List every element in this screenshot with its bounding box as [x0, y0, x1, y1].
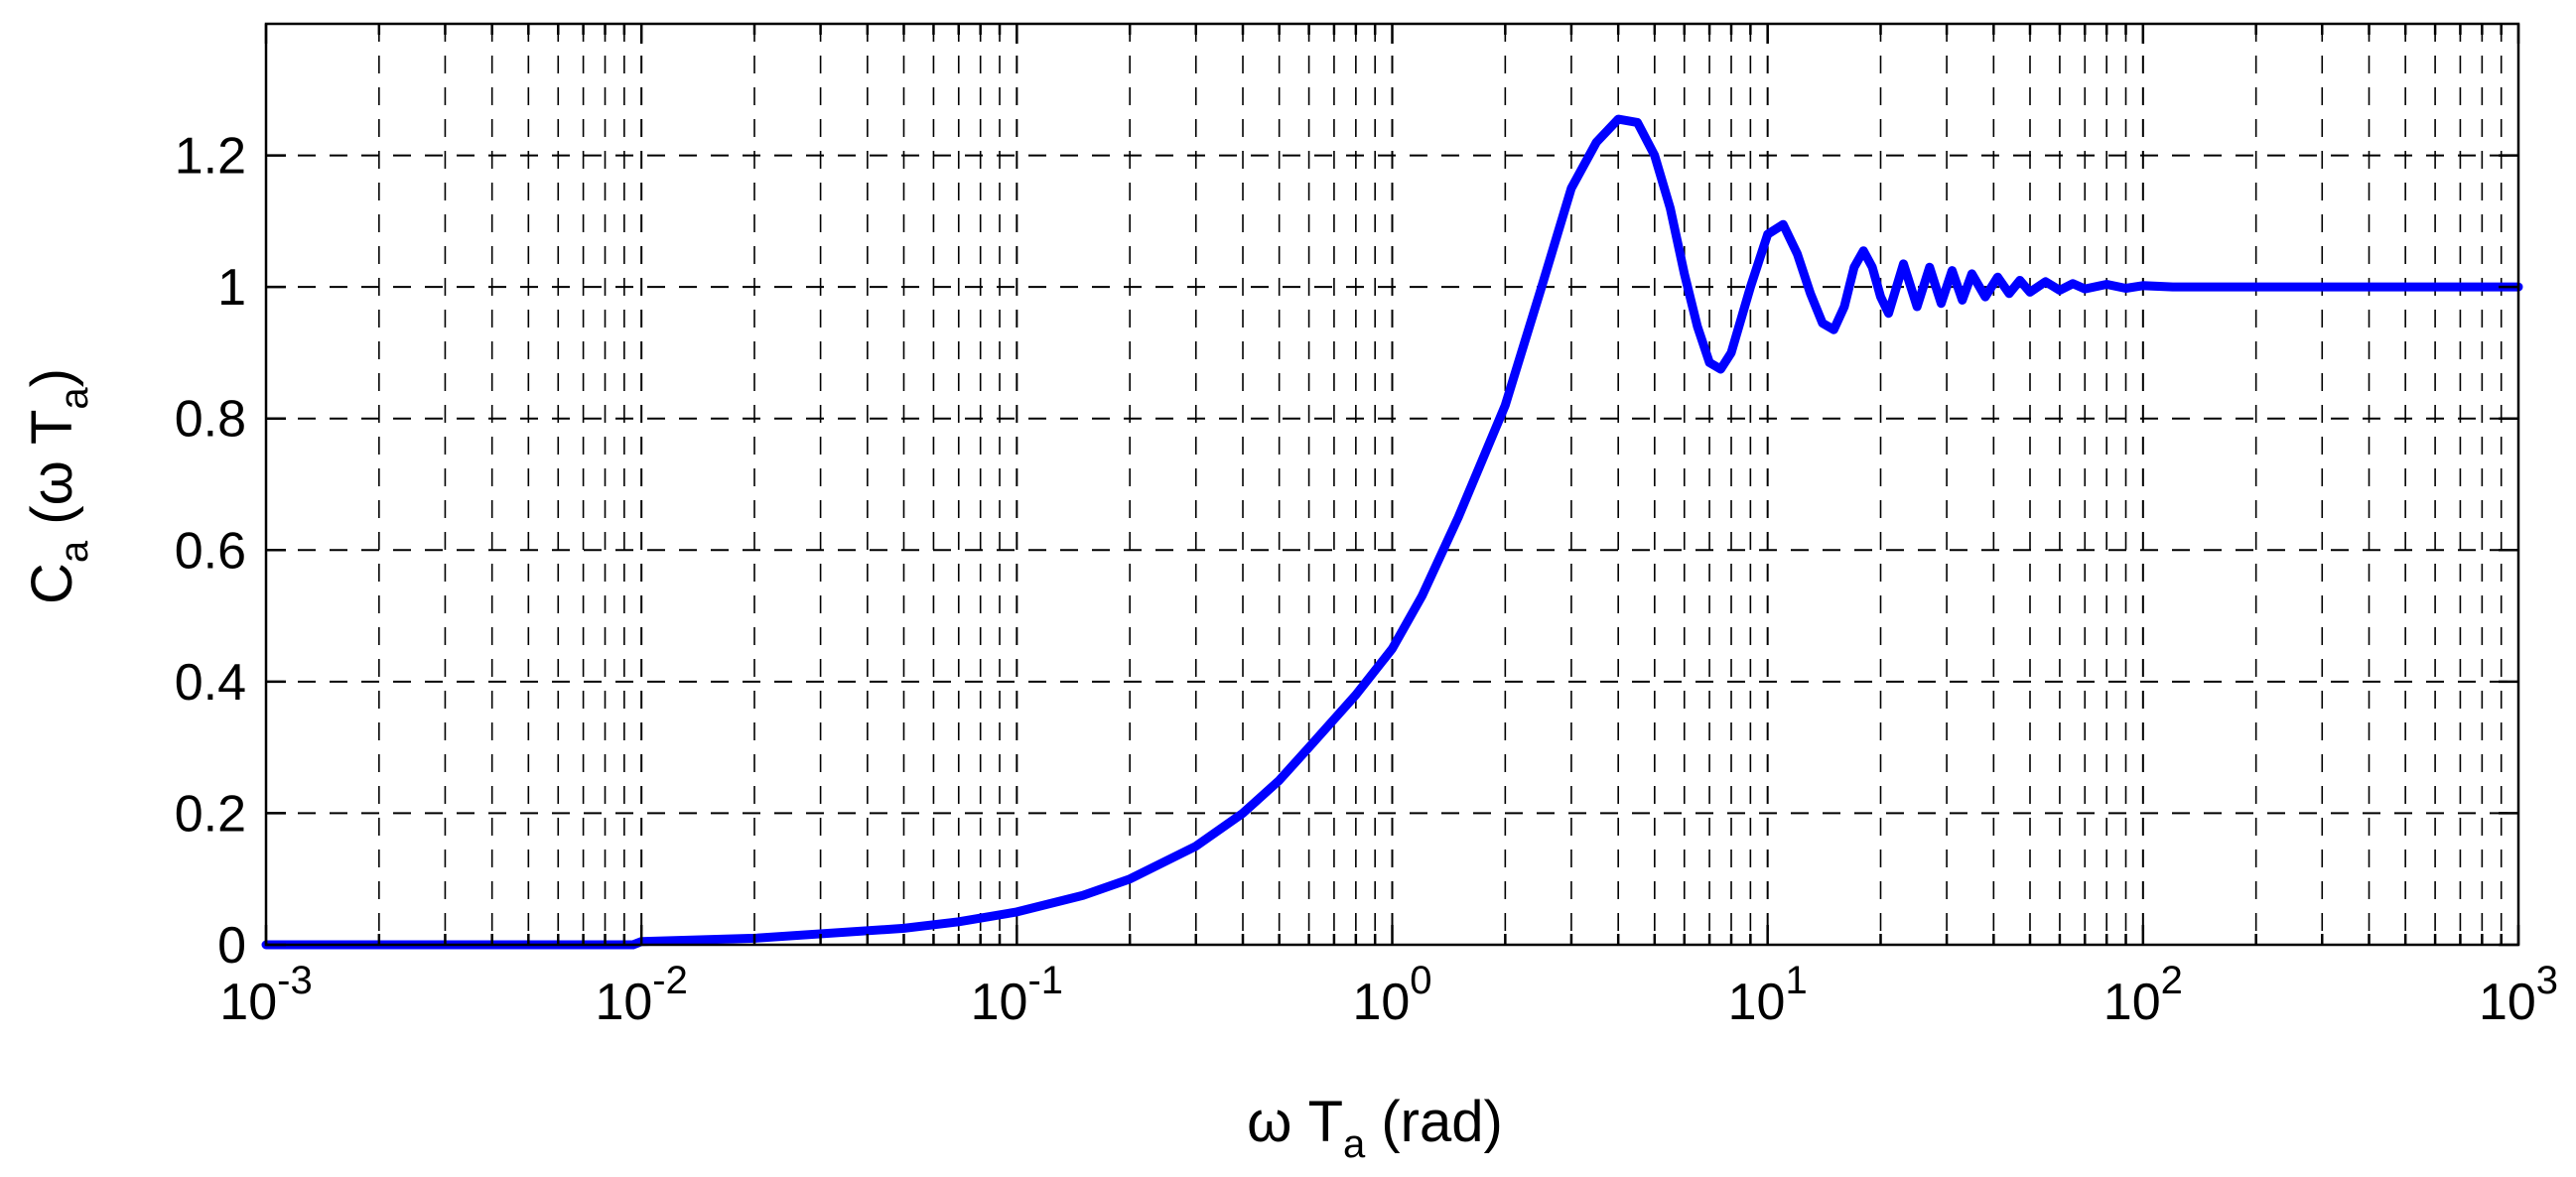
y-tick-label: 1.2: [175, 128, 246, 186]
y-tick-label: 1: [217, 259, 246, 317]
y-axis-label: Ca (ω Ta): [20, 368, 96, 604]
x-tick-label: 10-3: [219, 959, 312, 1031]
y-tick-labels: 0 0.2 0.4 0.6 0.8 1 1.2: [175, 128, 246, 975]
y-tick-label: 0.2: [175, 785, 246, 843]
series-line-1: [261, 114, 2523, 950]
x-tick-label: 10-1: [971, 959, 1063, 1031]
y-tick-label: 0.4: [175, 654, 246, 712]
y-tick-label: 0.6: [175, 522, 246, 580]
x-tick-label: 100: [1352, 959, 1431, 1031]
x-tick-label: 102: [2103, 959, 2183, 1031]
tick-marks: [264, 24, 2520, 947]
x-tick-label: 103: [2479, 959, 2558, 1031]
y-tick-label: 0.8: [175, 391, 246, 449]
x-axis-label: ω Ta (rad): [1247, 1090, 1503, 1166]
x-tick-label: 10-2: [595, 959, 687, 1031]
y-tick-label: 0: [217, 917, 246, 975]
x-tick-labels: 10-3 10-2 10-1 100 101 102 103: [219, 959, 2558, 1031]
series-layer: [261, 114, 2523, 950]
grid: [266, 24, 2518, 945]
x-tick-label: 101: [1728, 959, 1808, 1031]
